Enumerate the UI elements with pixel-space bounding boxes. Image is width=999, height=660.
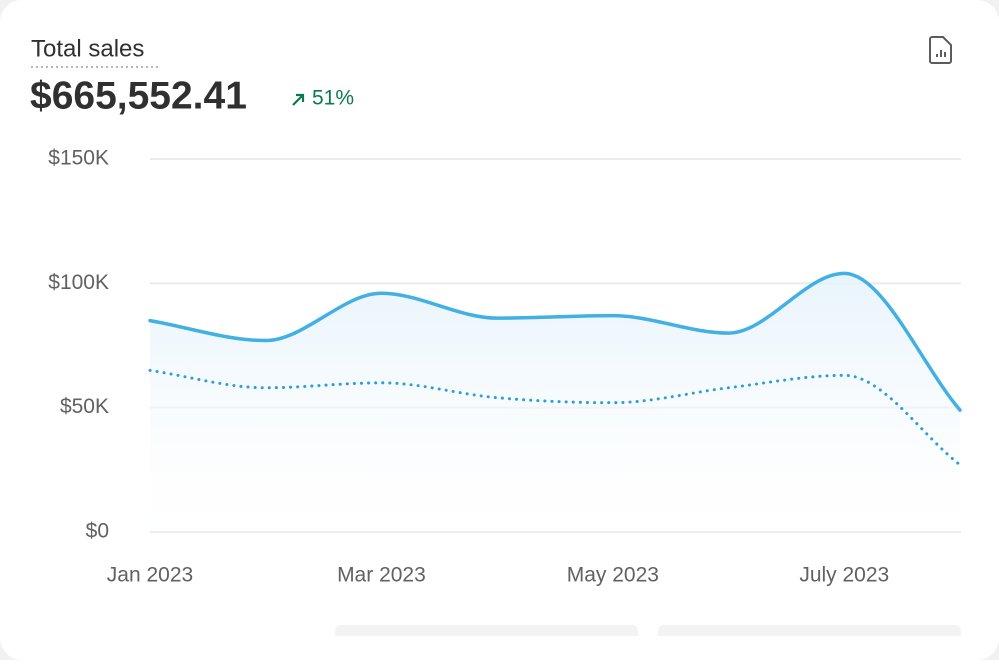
x-tick-label: May 2023: [567, 564, 659, 587]
line: [148, 271, 962, 412]
button[interactable]: [335, 625, 638, 636]
y-tick-label: $150K: [48, 147, 109, 170]
y-tick-label: $0: [86, 520, 109, 543]
trend-arrow: [292, 93, 305, 106]
button[interactable]: [658, 625, 961, 636]
x-tick-label: Jan 2023: [107, 564, 193, 587]
x-tick-label: Mar 2023: [337, 564, 426, 587]
y-tick-label: $100K: [48, 271, 109, 294]
report-icon[interactable]: [929, 36, 952, 64]
chart: Total sales $665,552.41 51% $0 $50K $100K $…: [30, 35, 962, 636]
x-tick-label: July 2023: [799, 564, 889, 587]
line: [148, 368, 962, 467]
card-title[interactable]: Total sales: [31, 35, 144, 62]
area: [150, 273, 960, 532]
change-value: 51%: [312, 87, 354, 110]
y-tick-label: $50K: [60, 395, 109, 418]
total-value: $665,552.41: [30, 74, 247, 117]
